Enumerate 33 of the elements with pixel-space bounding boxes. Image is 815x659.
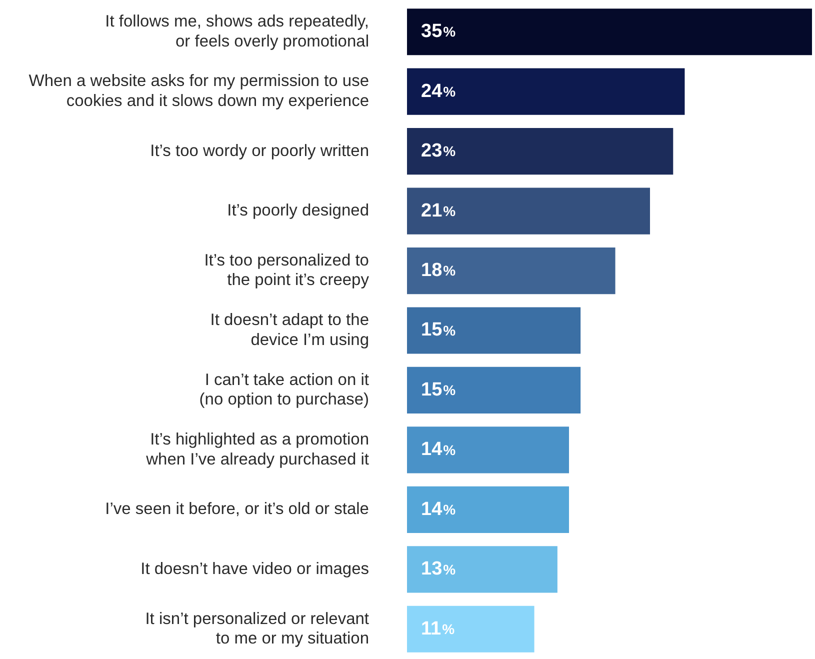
- bar: [407, 307, 581, 354]
- y-tick-label: When a website asks for my permission to use cookies and it slows down my experience: [28, 72, 369, 110]
- y-tick-label: It isn’t personalized or relevant to me or my situation: [145, 610, 370, 648]
- y-tick-label: I’ve seen it before, or it’s old or stale: [105, 500, 369, 518]
- data-label: 11%: [421, 618, 456, 640]
- bar: [407, 546, 558, 593]
- data-label: 35%: [421, 21, 456, 42]
- bar: [407, 247, 616, 294]
- y-tick-label: I can’t take action on it (no option to purchase): [199, 370, 370, 409]
- y-tick-label: It follows me, shows ads repeatedly, or feels overly promotional: [105, 12, 369, 50]
- bar: [407, 486, 569, 533]
- data-label: 14%: [421, 439, 456, 460]
- y-tick-label: It’s too wordy or poorly written: [150, 142, 369, 160]
- bar: [407, 68, 685, 115]
- y-tick-label: It doesn’t adapt to the device I’m using: [210, 311, 369, 349]
- data-label: 18%: [421, 260, 456, 282]
- bar: [407, 366, 581, 414]
- bar: [407, 128, 674, 175]
- y-tick-label: It’s highlighted as a promotion when I’ve already purchased it: [145, 430, 370, 468]
- bar: [407, 8, 812, 56]
- y-tick-label: It’s poorly designed: [227, 202, 369, 220]
- bar: [407, 188, 650, 234]
- bar: [407, 606, 534, 652]
- data-label: 15%: [421, 379, 456, 400]
- data-label: 15%: [421, 320, 456, 341]
- data-label: 21%: [421, 200, 456, 222]
- bar: [407, 426, 569, 474]
- data-label: 23%: [421, 140, 456, 162]
- y-tick-label: It doesn’t have video or images: [140, 560, 369, 578]
- data-label: 13%: [421, 558, 456, 580]
- data-label: 24%: [421, 80, 456, 102]
- data-label: 14%: [421, 498, 456, 520]
- y-tick-label: It’s too personalized to the point it’s creepy: [204, 251, 370, 290]
